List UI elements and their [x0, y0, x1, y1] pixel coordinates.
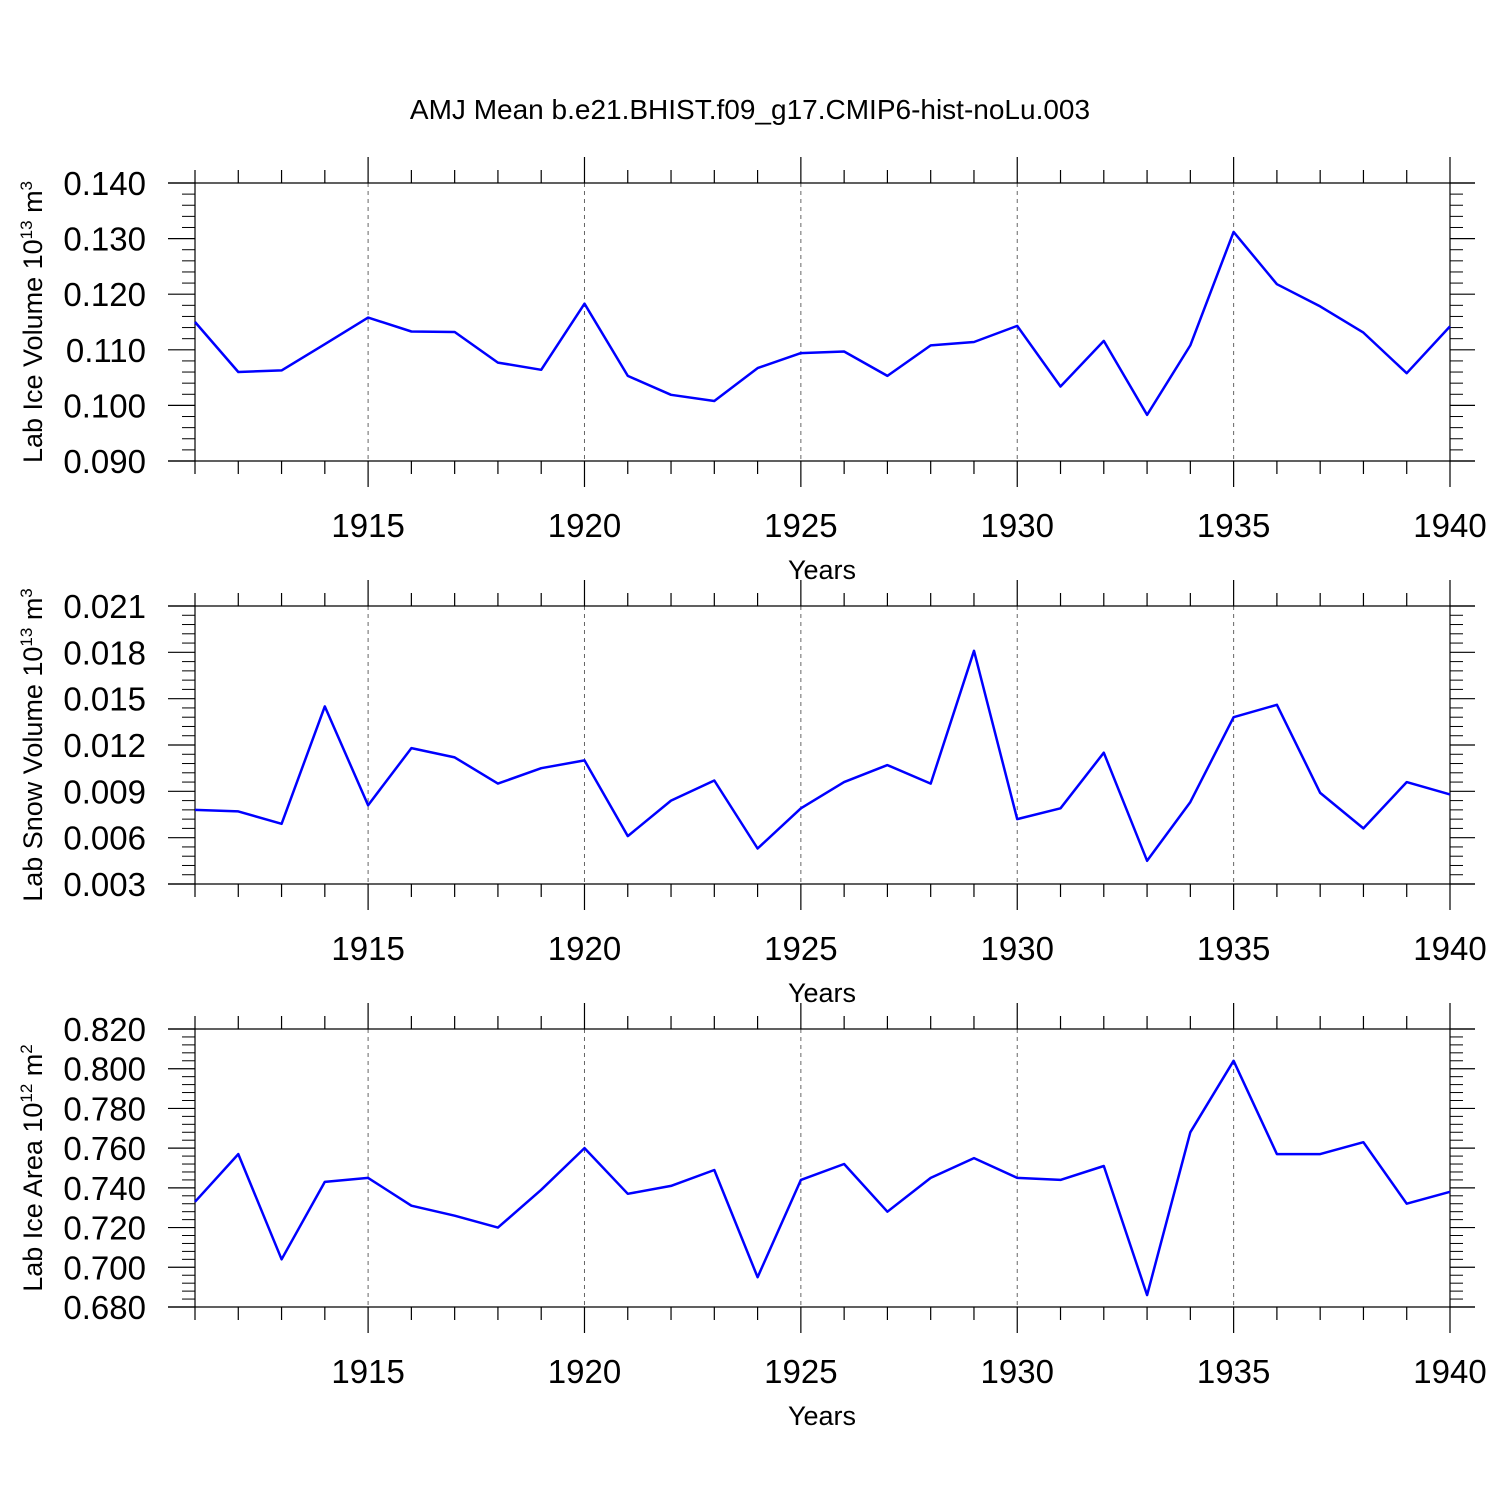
- y-tick-label: 0.820: [63, 1011, 146, 1048]
- series-line: [194, 1059, 1451, 1297]
- x-tick-label: 1925: [764, 1353, 837, 1390]
- x-tick-label: 1915: [331, 1353, 404, 1390]
- panel-1: 1915 1920 1925 1930 1935 1940 0.090 0.100 0.110 0…: [17, 157, 1487, 585]
- x-tick-label: 1935: [1197, 1353, 1270, 1390]
- y-tick-label: 0.012: [63, 727, 146, 764]
- series-line: [194, 649, 1451, 863]
- x-tick-label: 1920: [548, 507, 621, 544]
- y-tick-label: 0.760: [63, 1130, 146, 1167]
- y-tick-label: 0.700: [63, 1249, 146, 1286]
- x-tick-label: 1940: [1413, 1353, 1486, 1390]
- series-line: [194, 230, 1451, 417]
- y-tick-label: 0.021: [63, 588, 146, 625]
- panel-3: 1915 1920 1925 1930 1935 19400.6800.7000.7200…: [17, 1003, 1487, 1431]
- x-tick-label: 1930: [981, 1353, 1054, 1390]
- y-tick-label: 0.018: [63, 634, 146, 671]
- y-tick-label: 0.130: [63, 221, 146, 258]
- y-tick-label: 0.090: [63, 443, 146, 480]
- x-tick-label: 1940: [1413, 507, 1486, 544]
- y-tick-label: 0.015: [63, 681, 146, 718]
- y-tick-label: 0.680: [63, 1289, 146, 1326]
- x-tick-label: 1930: [981, 507, 1054, 544]
- y-tick-label: 0.740: [63, 1170, 146, 1207]
- x-tick-label: 1925: [764, 930, 837, 967]
- y-axis-label: Lab Snow Volume 1013 m3: [17, 588, 48, 902]
- y-tick-label: 0.006: [63, 820, 146, 857]
- y-axis-label: Lab Ice Volume 1013 m3: [17, 181, 48, 463]
- y-tick-label: 0.780: [63, 1090, 146, 1127]
- y-tick-label: 0.003: [63, 866, 146, 903]
- x-axis-label: Years: [788, 555, 856, 585]
- x-tick-label: 1940: [1413, 930, 1486, 967]
- x-tick-label: 1935: [1197, 507, 1270, 544]
- chart-title: AMJ Mean b.e21.BHIST.f09_g17.CMIP6-hist-…: [410, 94, 1090, 125]
- x-tick-label: 1915: [331, 507, 404, 544]
- x-tick-label: 1920: [548, 930, 621, 967]
- y-tick-label: 0.800: [63, 1051, 146, 1088]
- y-tick-label: 0.110: [66, 332, 146, 369]
- x-axis-label: Years: [788, 1401, 856, 1431]
- y-tick-label: 0.009: [63, 773, 146, 810]
- y-tick-label: 0.100: [63, 387, 146, 424]
- x-axis-label: Years: [788, 978, 856, 1008]
- y-tick-label: 0.720: [63, 1210, 146, 1247]
- y-tick-label: 0.120: [63, 276, 146, 313]
- x-tick-label: 1935: [1197, 930, 1270, 967]
- x-tick-label: 1930: [981, 930, 1054, 967]
- x-tick-label: 1915: [331, 930, 404, 967]
- x-tick-label: 1925: [764, 507, 837, 544]
- x-tick-label: 1920: [548, 1353, 621, 1390]
- y-tick-label: 0.140: [63, 165, 146, 202]
- panel-2: 1915 1920 1925 1930 1935 1940 0.003 0.006 0.009 0…: [17, 580, 1487, 1008]
- y-axis-label: Lab Ice Area 1012 m2: [17, 1044, 48, 1292]
